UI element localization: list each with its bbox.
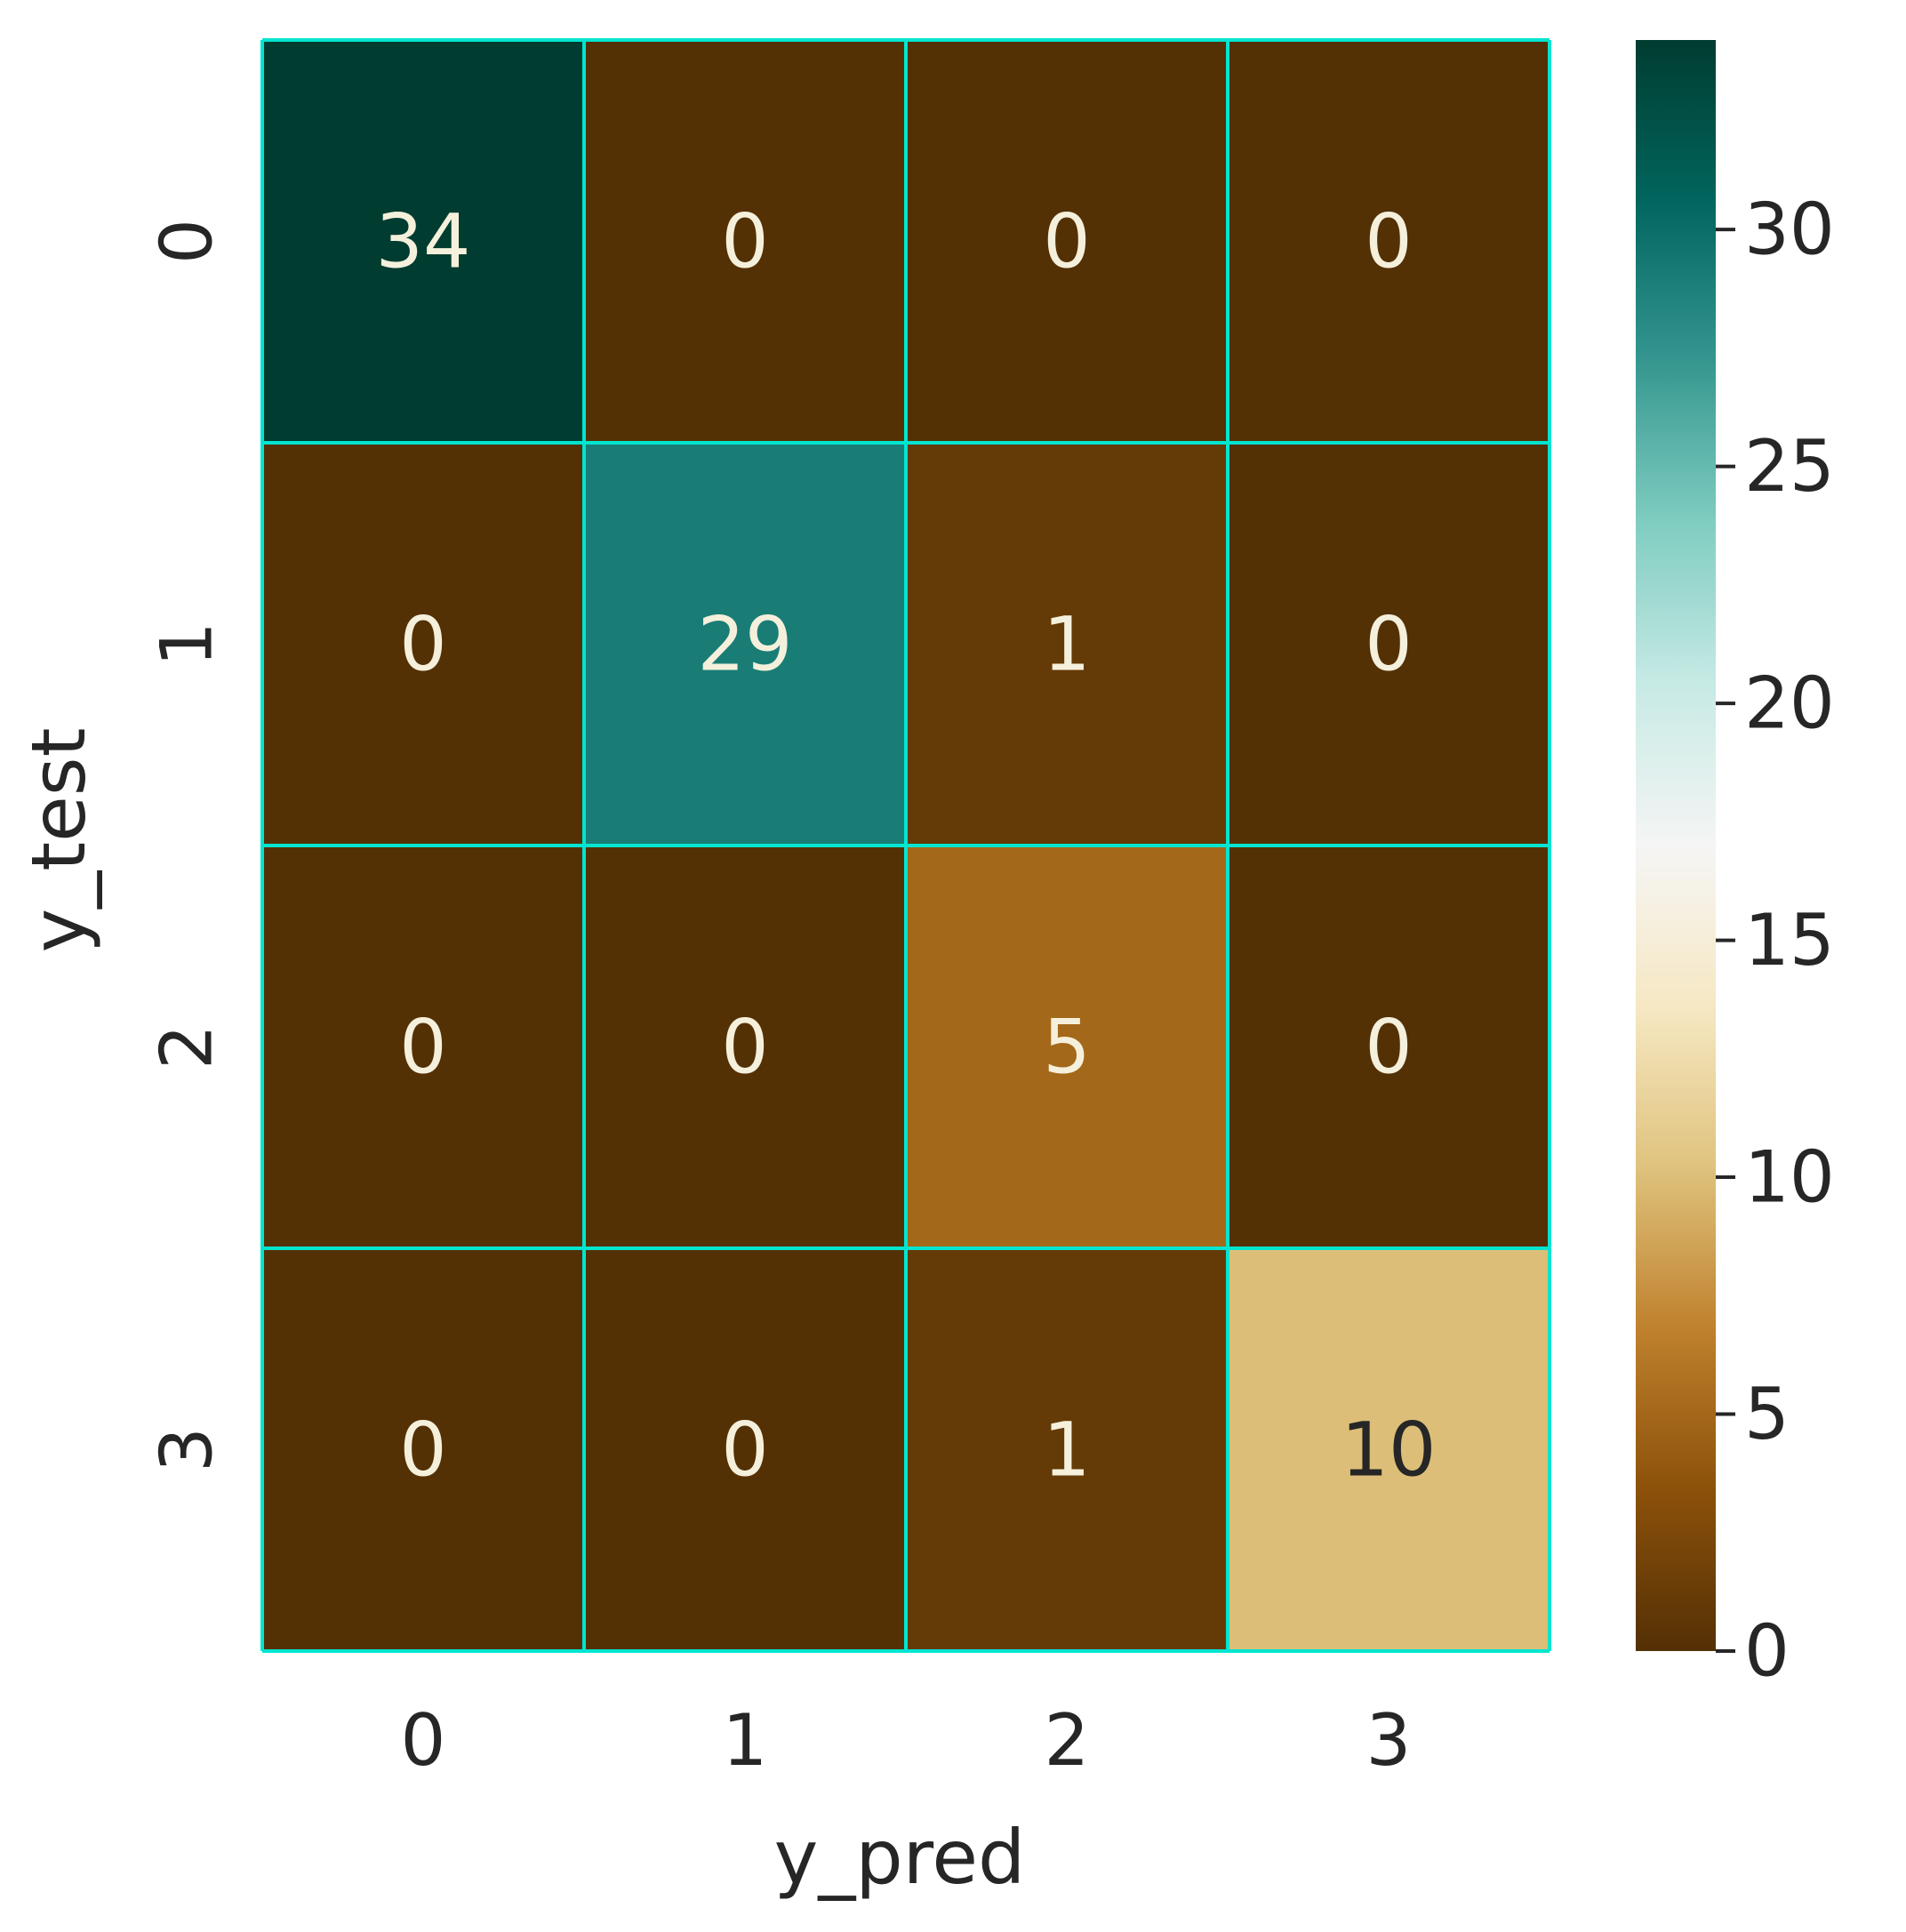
y-tick-label-2: 2	[146, 1024, 228, 1070]
heatmap-cell-r3-c1	[584, 1248, 906, 1651]
y-axis-ticks: 0 1 2 3	[146, 219, 228, 1472]
cell-value-r0-c3: 0	[1365, 198, 1412, 285]
heatmap-cell-r3-c3	[1228, 1248, 1550, 1651]
colorbar-tick-label-3: 15	[1744, 899, 1835, 982]
x-tick-label-0: 0	[401, 1699, 446, 1782]
heatmap-cell-r2-c3	[1228, 846, 1550, 1248]
cell-value-r2-c1: 0	[721, 1004, 768, 1091]
cell-value-r3-c3: 10	[1341, 1407, 1437, 1494]
colorbar	[1636, 40, 1716, 1651]
heatmap-grid-lines	[260, 38, 1551, 1653]
heatmap-cell-r2-c2	[906, 846, 1228, 1248]
cell-value-r3-c1: 0	[721, 1407, 768, 1494]
y-axis-label: y_test	[15, 727, 102, 952]
colorbar-tick-label-5: 25	[1744, 425, 1835, 508]
cell-value-r1-c1: 29	[698, 601, 793, 688]
cell-value-labels: 34 0 0 00 29 1 00 0 5 00 0 1 10	[376, 198, 1437, 1494]
colorbar-tick-label-6: 30	[1744, 188, 1835, 271]
y-tick-label-3: 3	[146, 1427, 228, 1472]
colorbar-tick-label-0: 0	[1744, 1610, 1790, 1693]
heatmap-cells	[262, 40, 1550, 1651]
cell-value-r0-c1: 0	[721, 198, 768, 285]
colorbar-tick-label-4: 20	[1744, 662, 1835, 745]
heatmap-cell-r0-c1	[584, 40, 906, 443]
x-tick-label-1: 1	[723, 1699, 768, 1782]
cell-value-r2-c2: 5	[1043, 1004, 1090, 1091]
y-tick-label-1: 1	[146, 621, 228, 667]
x-axis-ticks: 0 1 2 3	[401, 1699, 1412, 1782]
cell-value-r1-c3: 0	[1365, 601, 1412, 688]
heatmap-cell-r1-c0	[262, 443, 584, 846]
heatmap-cell-r0-c3	[1228, 40, 1550, 443]
heatmap-cell-r1-c1	[584, 443, 906, 846]
colorbar-tick-label-2: 10	[1744, 1136, 1835, 1219]
colorbar-ticks: 0 5 10 15 20 25 30	[1716, 188, 1835, 1693]
heatmap-cell-r1-c3	[1228, 443, 1550, 846]
heatmap-cell-r1-c2	[906, 443, 1228, 846]
heatmap-cell-r2-c1	[584, 846, 906, 1248]
x-tick-label-2: 2	[1045, 1699, 1090, 1782]
colorbar-tick-label-1: 5	[1744, 1373, 1790, 1455]
cell-value-r1-c2: 1	[1043, 601, 1090, 688]
heatmap-cell-r3-c0	[262, 1248, 584, 1651]
y-tick-label-0: 0	[146, 219, 228, 264]
cell-value-r3-c0: 0	[399, 1407, 446, 1494]
heatmap-cell-r0-c0	[262, 40, 584, 443]
cell-value-r3-c2: 1	[1043, 1407, 1090, 1494]
cell-value-r0-c0: 34	[376, 198, 471, 285]
heatmap-cell-r2-c0	[262, 846, 584, 1248]
heatmap-cell-r3-c2	[906, 1248, 1228, 1651]
cell-value-r1-c0: 0	[399, 601, 446, 688]
cell-value-r0-c2: 0	[1043, 198, 1090, 285]
cell-value-r2-c0: 0	[399, 1004, 446, 1091]
x-axis-label: y_pred	[774, 1814, 1026, 1901]
heatmap-cell-r0-c2	[906, 40, 1228, 443]
cell-value-r2-c3: 0	[1365, 1004, 1412, 1091]
x-tick-label-3: 3	[1366, 1699, 1412, 1782]
